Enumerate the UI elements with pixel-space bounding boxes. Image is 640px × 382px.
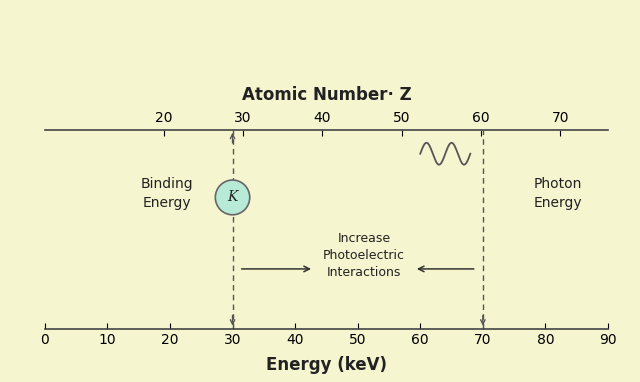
X-axis label: Atomic Number· Z: Atomic Number· Z — [241, 86, 412, 104]
Text: Binding
Energy: Binding Energy — [141, 177, 193, 210]
Text: Photon
Energy: Photon Energy — [534, 177, 582, 210]
Text: Increase
Photoelectric
Interactions: Increase Photoelectric Interactions — [323, 231, 405, 278]
Ellipse shape — [215, 180, 250, 215]
X-axis label: Energy (keV): Energy (keV) — [266, 356, 387, 374]
Text: K: K — [227, 190, 237, 204]
